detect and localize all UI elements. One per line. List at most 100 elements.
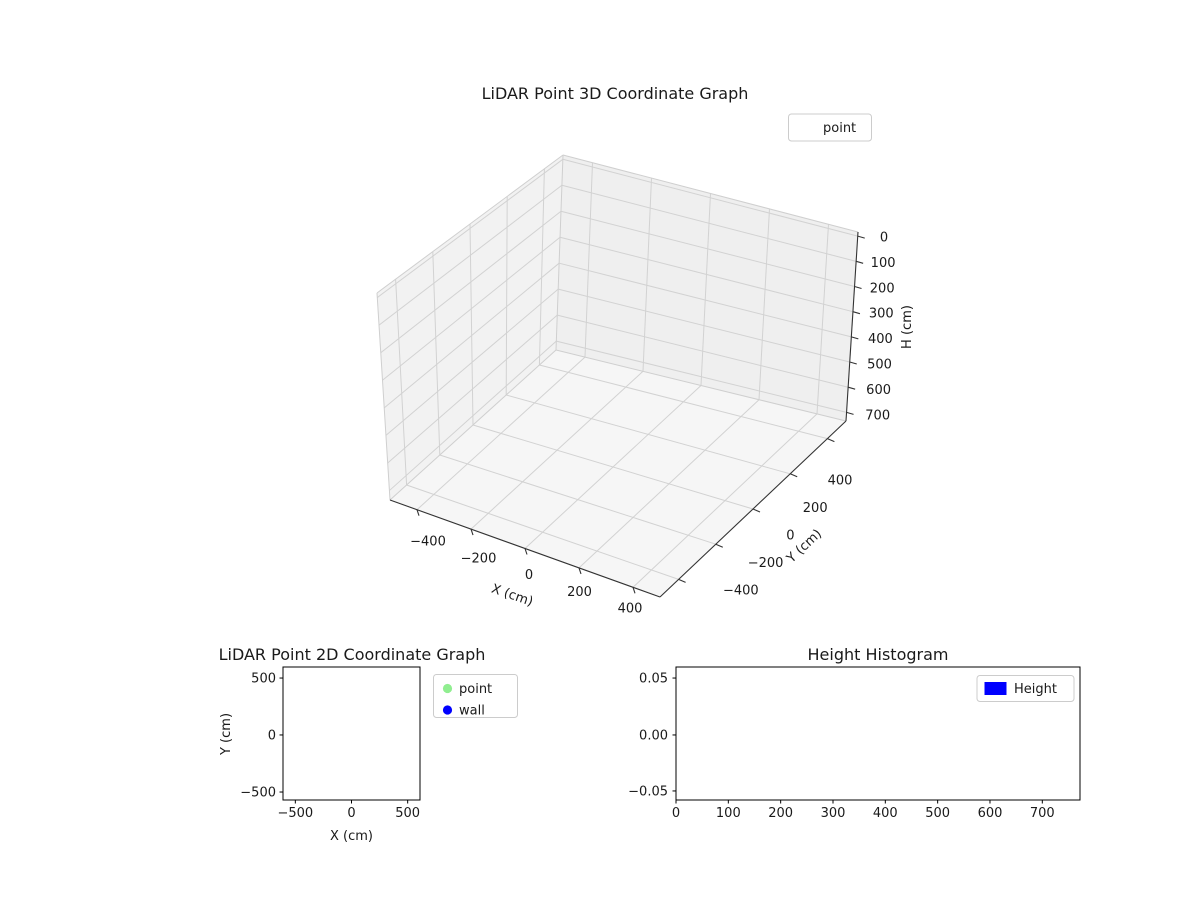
grid-line — [385, 288, 559, 436]
tick-mark — [752, 508, 761, 513]
legend-label-point: point — [459, 682, 492, 697]
tick-label: 500 — [395, 806, 420, 821]
grid-line — [559, 236, 854, 313]
tick-label: 600 — [866, 383, 891, 398]
grid-line — [561, 184, 857, 262]
grid-line — [376, 158, 564, 298]
grid-line — [382, 236, 561, 381]
plot2d-legend: point wall — [433, 674, 518, 719]
legend-marker-wall — [442, 705, 453, 715]
tick-label: 100 — [871, 256, 896, 271]
grid-line — [642, 178, 652, 372]
tick-mark — [715, 543, 724, 548]
grid-line — [378, 184, 563, 326]
tick-mark — [789, 473, 798, 478]
grid-line — [758, 208, 770, 400]
tick-label: 0.05 — [639, 672, 668, 687]
grid-line — [406, 484, 679, 580]
grid-line — [389, 340, 557, 491]
plot3d-legend: point — [788, 113, 872, 142]
tick-label: 500 — [925, 806, 950, 821]
grid-line — [562, 158, 858, 237]
legend-label-wall: wall — [459, 704, 485, 719]
pane-right — [556, 155, 858, 421]
legend-marker-point — [442, 683, 453, 694]
axes-edge — [562, 154, 859, 233]
tick-label: 0 — [880, 231, 888, 246]
tick-mark — [847, 386, 856, 390]
tick-label: 500 — [251, 672, 276, 687]
grid-line — [439, 454, 716, 545]
tick-mark — [846, 411, 854, 415]
legend-label-height: Height — [1014, 682, 1057, 697]
grid-line — [539, 364, 828, 440]
plot2d-title: LiDAR Point 2D Coordinate Graph — [219, 645, 486, 664]
tick-label: −400 — [723, 584, 759, 599]
legend-frame — [788, 113, 872, 142]
grid-line — [816, 224, 829, 414]
plot3d-axes: −400−20002004004002000−200−4000100200300… — [376, 154, 896, 617]
plot2d-axes: −500 0 500 500 0 −500 — [240, 672, 420, 821]
plot2d-frame — [282, 666, 421, 801]
tick-mark — [851, 336, 859, 340]
histogram-title: Height Histogram — [808, 645, 949, 664]
tick-mark — [416, 509, 420, 516]
tick-label: 300 — [821, 806, 846, 821]
pane-left — [377, 155, 563, 500]
axes-edge — [376, 154, 564, 294]
tick-label: 300 — [869, 307, 894, 322]
tick-label: 0 — [268, 728, 276, 743]
tick-label: 700 — [865, 408, 890, 423]
legend-frame — [433, 674, 518, 718]
tick-label: 200 — [768, 806, 793, 821]
tick-label: 0 — [786, 529, 794, 544]
legend-label-point: point — [823, 121, 856, 136]
grid-line — [395, 279, 408, 486]
tick-mark — [470, 528, 474, 536]
tick-mark — [578, 567, 582, 575]
plot3d-title: LiDAR Point 3D Coordinate Graph — [482, 84, 749, 103]
histogram-subplot: Height Histogram 0 100 200 300 400 500 600 7000… — [628, 645, 1081, 821]
grid-line — [584, 162, 593, 358]
tick-label: 0.00 — [639, 728, 668, 743]
grid-line — [383, 262, 560, 409]
tick-label: 200 — [870, 281, 895, 296]
grid-line — [380, 210, 562, 354]
grid-line — [432, 251, 441, 456]
tick-mark — [849, 361, 857, 365]
plot3d-zlabel: H (cm) — [900, 305, 915, 349]
tick-mark — [857, 235, 865, 239]
tick-label: −200 — [461, 551, 497, 566]
pane-floor — [390, 350, 846, 597]
plot3d-subplot: LiDAR Point 3D Coordinate Graph −400 −200… — [376, 84, 915, 617]
grid-line — [506, 394, 791, 475]
grid-line — [538, 168, 545, 366]
tick-label: 100 — [716, 806, 741, 821]
tick-label: 400 — [868, 332, 893, 347]
tick-label: −200 — [748, 556, 784, 571]
grid-line — [556, 340, 847, 413]
plot2d-subplot: LiDAR Point 2D Coordinate Graph −500 0 500… — [219, 645, 518, 844]
tick-label: −500 — [240, 786, 276, 801]
axes-edge — [555, 349, 847, 422]
axis-line — [845, 231, 859, 422]
tick-label: 0 — [525, 568, 533, 583]
grid-line — [560, 210, 855, 287]
tick-label: 0 — [347, 806, 355, 821]
tick-mark — [632, 587, 636, 594]
tick-label: 700 — [1030, 806, 1055, 821]
plot2d-ylabel: Y (cm) — [219, 713, 234, 756]
grid-line — [505, 196, 508, 396]
grid-line — [700, 193, 711, 386]
tick-label: −500 — [277, 806, 313, 821]
tick-label: 200 — [803, 501, 828, 516]
tick-mark — [524, 548, 528, 555]
grid-line — [469, 223, 474, 426]
plot3d-xlabel: X (cm) — [489, 582, 535, 610]
tick-mark — [854, 285, 862, 290]
histogram-legend: Height — [976, 675, 1075, 702]
axes-edge — [376, 292, 391, 501]
tick-label: 0 — [672, 806, 680, 821]
